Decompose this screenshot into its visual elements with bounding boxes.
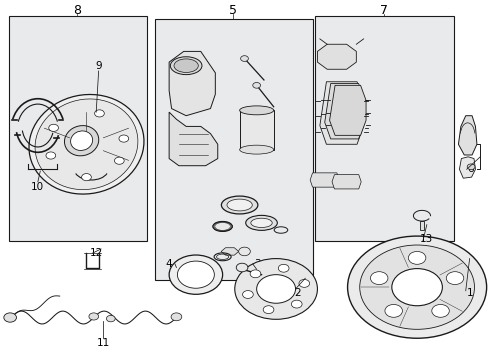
Circle shape: [94, 110, 104, 117]
Circle shape: [240, 56, 248, 62]
Ellipse shape: [170, 57, 202, 75]
Ellipse shape: [221, 196, 257, 214]
Text: 5: 5: [229, 4, 237, 17]
Text: 2: 2: [294, 288, 301, 297]
Polygon shape: [169, 112, 217, 166]
Circle shape: [171, 313, 182, 321]
Circle shape: [4, 313, 17, 322]
Circle shape: [466, 164, 474, 170]
Ellipse shape: [212, 221, 232, 231]
Polygon shape: [331, 175, 361, 189]
Circle shape: [347, 236, 486, 338]
Circle shape: [359, 245, 473, 329]
Polygon shape: [221, 248, 238, 255]
Bar: [154, 19, 312, 280]
Circle shape: [49, 124, 59, 131]
Circle shape: [431, 305, 448, 317]
Polygon shape: [309, 173, 339, 187]
Text: 8: 8: [73, 4, 81, 17]
Circle shape: [242, 291, 253, 298]
Circle shape: [238, 247, 250, 256]
Text: 9: 9: [95, 61, 102, 71]
Bar: [239, 111, 273, 150]
Circle shape: [298, 279, 309, 287]
Polygon shape: [319, 82, 363, 144]
Circle shape: [250, 270, 260, 278]
Polygon shape: [317, 44, 356, 69]
Circle shape: [89, 313, 99, 320]
Circle shape: [236, 263, 247, 272]
Text: 13: 13: [419, 234, 432, 244]
Circle shape: [291, 300, 302, 308]
Ellipse shape: [239, 106, 273, 115]
Circle shape: [263, 306, 273, 314]
Circle shape: [391, 269, 442, 306]
Circle shape: [81, 174, 91, 181]
Ellipse shape: [70, 131, 92, 150]
Ellipse shape: [250, 218, 272, 228]
Text: 4: 4: [165, 259, 172, 269]
Bar: [314, 16, 453, 241]
Text: 12: 12: [89, 248, 102, 258]
Circle shape: [106, 315, 115, 322]
Ellipse shape: [35, 99, 138, 190]
Bar: [419, 221, 424, 230]
Circle shape: [46, 152, 56, 159]
Ellipse shape: [226, 199, 252, 211]
Circle shape: [407, 251, 425, 264]
Circle shape: [234, 258, 317, 319]
Ellipse shape: [245, 215, 277, 230]
Ellipse shape: [64, 126, 99, 156]
Polygon shape: [458, 157, 474, 178]
Circle shape: [278, 264, 288, 272]
Polygon shape: [458, 116, 476, 155]
Bar: [9, 16, 147, 241]
Text: 6: 6: [467, 164, 473, 174]
Ellipse shape: [174, 59, 198, 72]
Text: 11: 11: [97, 338, 110, 347]
Polygon shape: [169, 51, 215, 116]
Circle shape: [177, 261, 214, 288]
Polygon shape: [324, 84, 364, 139]
Circle shape: [384, 305, 402, 317]
Ellipse shape: [29, 94, 143, 194]
Text: 10: 10: [31, 182, 44, 192]
Text: 1: 1: [467, 288, 473, 297]
Circle shape: [370, 272, 387, 284]
Polygon shape: [329, 85, 366, 135]
Circle shape: [119, 135, 128, 142]
Circle shape: [114, 157, 124, 164]
Circle shape: [256, 275, 295, 303]
Text: 3: 3: [254, 259, 261, 269]
Circle shape: [252, 82, 260, 88]
Ellipse shape: [239, 145, 273, 154]
Circle shape: [169, 255, 222, 294]
Text: 7: 7: [379, 4, 387, 17]
Circle shape: [446, 272, 463, 284]
